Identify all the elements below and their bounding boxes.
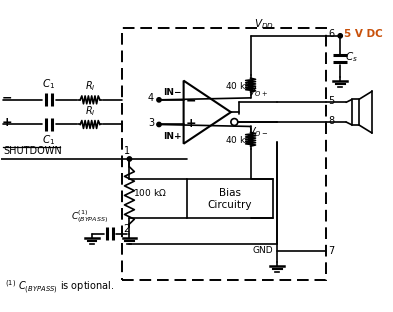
Circle shape	[157, 122, 161, 127]
Text: +: +	[2, 116, 12, 129]
Text: $C_s$: $C_s$	[345, 51, 358, 64]
Text: 7: 7	[329, 246, 335, 256]
Text: 3: 3	[148, 118, 154, 128]
Text: −: −	[2, 91, 12, 105]
Text: 2: 2	[123, 224, 130, 234]
Text: $R_I$: $R_I$	[85, 79, 95, 93]
Text: $V_{O-}$: $V_{O-}$	[248, 125, 268, 139]
Text: $C_1$: $C_1$	[42, 77, 55, 91]
Text: $C_{(BYPASS)}^{(1)}$: $C_{(BYPASS)}^{(1)}$	[71, 208, 108, 225]
Text: $V_{DD}$: $V_{DD}$	[253, 17, 274, 31]
Text: 5: 5	[329, 96, 335, 106]
Text: −: −	[185, 94, 196, 107]
Circle shape	[231, 119, 238, 125]
Bar	[352, 99, 359, 125]
Text: 5 V DC: 5 V DC	[344, 29, 383, 39]
Text: 100 k$\Omega$: 100 k$\Omega$	[133, 188, 167, 198]
Bar	[121, 28, 327, 280]
Bar	[187, 179, 273, 218]
Text: 40 k$\Omega$: 40 k$\Omega$	[225, 134, 253, 145]
Text: IN−: IN−	[163, 88, 182, 97]
Circle shape	[338, 34, 342, 38]
Text: +: +	[185, 117, 196, 130]
Text: 6: 6	[329, 29, 334, 39]
Circle shape	[127, 157, 132, 161]
Text: Bias: Bias	[219, 188, 241, 198]
Text: 8: 8	[329, 116, 334, 126]
Text: 1: 1	[123, 146, 130, 156]
Text: GND: GND	[253, 246, 273, 255]
Text: 40 k$\Omega$: 40 k$\Omega$	[225, 80, 253, 90]
Text: $R_I$: $R_I$	[85, 104, 95, 118]
Text: $C_1$: $C_1$	[42, 133, 55, 147]
Text: 4: 4	[148, 93, 154, 103]
Text: SHUTDOWN: SHUTDOWN	[4, 146, 62, 156]
Text: IN+: IN+	[163, 132, 182, 141]
Text: Circuitry: Circuitry	[208, 200, 252, 210]
Text: $^{(1)}$ $C_{(BYPASS)}$ is optional.: $^{(1)}$ $C_{(BYPASS)}$ is optional.	[6, 279, 115, 296]
Circle shape	[157, 98, 161, 102]
Text: $V_{O+}$: $V_{O+}$	[248, 85, 268, 99]
